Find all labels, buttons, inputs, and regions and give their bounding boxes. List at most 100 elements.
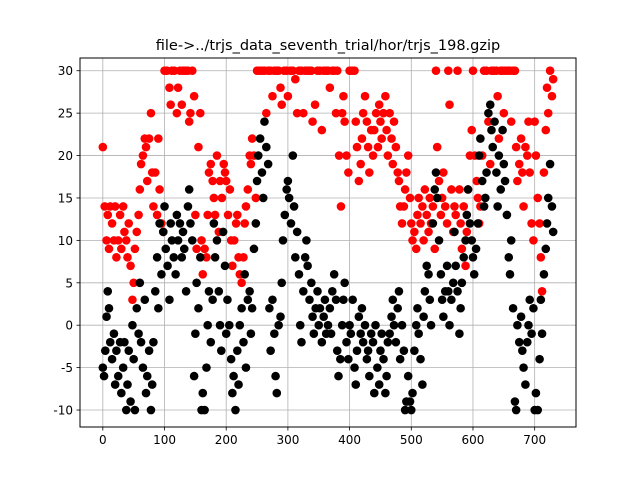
scatter-point bbox=[223, 295, 232, 305]
scatter-point bbox=[511, 142, 521, 152]
scatter-point bbox=[425, 295, 435, 305]
scatter-point bbox=[434, 176, 444, 186]
scatter-point bbox=[374, 100, 384, 109]
scatter-point bbox=[531, 151, 541, 160]
scatter-point bbox=[239, 337, 248, 347]
scatter-point bbox=[167, 236, 177, 245]
scatter-point bbox=[220, 261, 230, 271]
scatter-point bbox=[223, 210, 233, 220]
scatter-point bbox=[297, 337, 306, 347]
scatter-point bbox=[487, 125, 496, 135]
scatter-point bbox=[465, 219, 475, 228]
scatter-point bbox=[391, 337, 401, 347]
scatter-point bbox=[513, 176, 522, 186]
scatter-point bbox=[124, 346, 134, 355]
scatter-point bbox=[506, 117, 516, 126]
scatter-point bbox=[436, 210, 446, 220]
scatter-point bbox=[118, 202, 128, 211]
scatter-point bbox=[142, 176, 152, 186]
scatter-point bbox=[130, 405, 140, 415]
scatter-point bbox=[389, 320, 399, 330]
scatter-point bbox=[203, 320, 213, 330]
scatter-point bbox=[524, 117, 533, 126]
scatter-point bbox=[543, 108, 553, 118]
scatter-point bbox=[115, 210, 125, 220]
scatter-point bbox=[462, 210, 472, 220]
y-tick-label: 25 bbox=[58, 107, 73, 121]
scatter-point bbox=[310, 100, 320, 109]
scatter-point bbox=[455, 185, 464, 194]
scatter-point bbox=[542, 219, 552, 228]
scatter-point bbox=[529, 303, 538, 313]
scatter-point bbox=[246, 159, 256, 169]
scatter-point bbox=[112, 253, 121, 262]
scatter-point bbox=[373, 363, 382, 372]
scatter-point bbox=[430, 185, 440, 194]
scatter-point bbox=[187, 236, 197, 245]
scatter-point bbox=[138, 363, 148, 372]
scatter-point bbox=[447, 185, 456, 194]
scatter-point bbox=[177, 253, 187, 262]
scatter-point bbox=[414, 329, 423, 338]
scatter-point bbox=[518, 346, 527, 355]
scatter-point bbox=[431, 66, 441, 76]
scatter-point bbox=[154, 303, 163, 313]
scatter-point bbox=[533, 193, 543, 203]
scatter-point bbox=[344, 354, 353, 364]
scatter-point bbox=[221, 329, 231, 338]
scatter-point bbox=[494, 151, 504, 160]
scatter-point bbox=[277, 278, 287, 288]
scatter-point bbox=[240, 219, 250, 228]
scatter-point bbox=[110, 380, 120, 389]
scatter-point bbox=[494, 134, 504, 143]
scatter-point bbox=[266, 346, 275, 355]
scatter-point bbox=[128, 320, 137, 330]
scatter-point bbox=[499, 159, 509, 169]
scatter-point bbox=[323, 320, 333, 330]
scatter-point bbox=[400, 185, 410, 194]
scatter-point bbox=[334, 151, 344, 160]
y-tick-label: 15 bbox=[58, 191, 73, 205]
scatter-point bbox=[356, 159, 365, 169]
scatter-point bbox=[107, 219, 117, 228]
scatter-point bbox=[233, 346, 242, 355]
scatter-point bbox=[339, 295, 348, 305]
scatter-point bbox=[533, 405, 543, 415]
scatter-point bbox=[376, 117, 385, 126]
scatter-point bbox=[288, 66, 298, 76]
scatter-point bbox=[134, 329, 143, 338]
scatter-point bbox=[204, 286, 214, 296]
scatter-point bbox=[451, 261, 461, 271]
scatter-point bbox=[351, 117, 361, 126]
scatter-point bbox=[334, 371, 343, 381]
scatter-point bbox=[206, 337, 216, 347]
scatter-point bbox=[158, 227, 168, 237]
scatter-point bbox=[443, 66, 453, 76]
scatter-point bbox=[395, 354, 405, 364]
scatter-point bbox=[383, 337, 393, 347]
scatter-point bbox=[461, 261, 470, 271]
scatter-point bbox=[455, 329, 464, 338]
y-tick-label: -5 bbox=[61, 361, 73, 375]
scatter-point bbox=[152, 253, 162, 262]
scatter-point bbox=[527, 329, 536, 338]
scatter-point bbox=[360, 91, 370, 101]
scatter-point bbox=[187, 66, 197, 76]
scatter-point bbox=[399, 202, 409, 211]
scatter-point bbox=[262, 142, 271, 152]
scatter-point bbox=[291, 74, 300, 84]
scatter-point bbox=[110, 202, 120, 211]
scatter-point bbox=[121, 236, 131, 245]
scatter-point bbox=[231, 219, 241, 228]
scatter-point bbox=[484, 117, 493, 126]
scatter-point bbox=[490, 117, 499, 126]
scatter-point bbox=[181, 286, 191, 296]
scatter-point bbox=[513, 320, 522, 330]
y-tick-label: -10 bbox=[53, 404, 73, 418]
scatter-point bbox=[476, 134, 485, 143]
scatter-point bbox=[177, 100, 187, 109]
scatter-point bbox=[120, 337, 129, 347]
scatter-point bbox=[186, 219, 195, 228]
scatter-point bbox=[317, 337, 327, 347]
